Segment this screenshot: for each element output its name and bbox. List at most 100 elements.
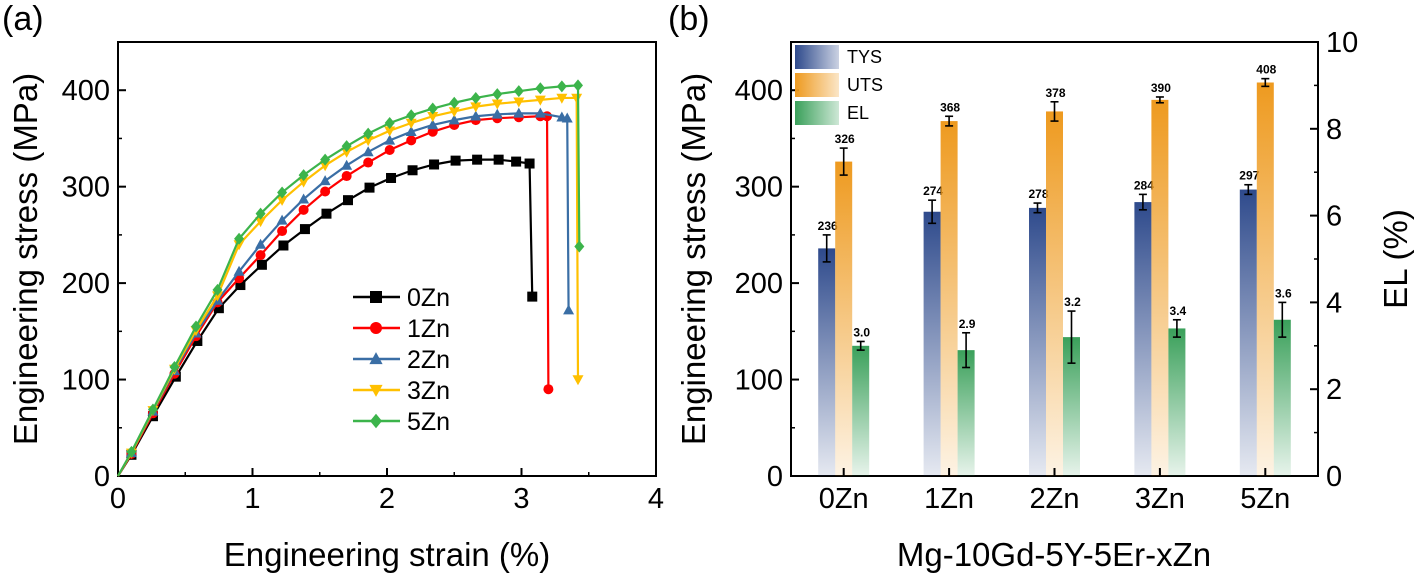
panel-a-plot-frame (117, 41, 657, 477)
panel-a-y-axis-title: Engineering stress (MPa) (7, 73, 44, 445)
data-label-UTS-5Zn: 408 (1256, 63, 1276, 77)
bar-TYS-0Zn (818, 248, 836, 476)
data-point-1Zn (363, 157, 374, 168)
data-label-UTS-0Zn: 326 (835, 132, 855, 146)
panel-b-y-axis-title: Engineering stress (MPa) (675, 73, 712, 445)
bar-TYS-3Zn (1134, 202, 1152, 476)
panel-b-x-axis-title: Mg-10Gd-5Y-5Er-xZn (897, 536, 1211, 573)
data-point-5Zn (492, 88, 503, 101)
data-label-TYS-1Zn: 274 (923, 184, 943, 198)
data-point-0Zn (321, 208, 332, 219)
data-point-5Zn (126, 445, 137, 458)
legend-marker-2Zn (369, 352, 383, 365)
data-point-5Zn (212, 283, 223, 296)
series-2Zn (117, 107, 575, 477)
data-point-5Zn (406, 109, 417, 122)
data-point-1Zn (427, 126, 438, 137)
data-point-2Zn (513, 107, 525, 118)
legend-label-0Zn: 0Zn (407, 284, 450, 312)
data-point-2Zn (362, 146, 374, 157)
panel-b-x-tick-label: 1Zn (924, 483, 974, 515)
panel-a-y-tick-label: 300 (62, 172, 110, 204)
data-point-5Zn (277, 186, 288, 199)
data-point-3Zn (491, 99, 503, 110)
legend-swatch-UTS (795, 73, 839, 97)
data-point-0Zn (450, 155, 461, 166)
data-point-0Zn (493, 154, 504, 165)
data-point-0Zn (511, 156, 522, 167)
legend-label-1Zn: 1Zn (407, 315, 450, 343)
data-point-5Zn (298, 169, 309, 182)
panel-b-y-tick-label: 400 (735, 75, 783, 107)
data-label-TYS-5Zn: 297 (1239, 169, 1259, 183)
panel-b-y2-tick-label: 8 (1326, 114, 1342, 146)
legend-marker-0Zn (370, 291, 382, 303)
panel-b-y2-tick-label: 2 (1326, 374, 1342, 406)
data-point-5Zn (427, 102, 438, 115)
legend-item-UTS: UTS (795, 73, 883, 97)
series-line-0Zn (117, 158, 534, 477)
data-point-2Zn (491, 108, 503, 119)
panel-b-x-tick-label: 3Zn (1135, 483, 1185, 515)
panel-b-y2-tick-label: 0 (1326, 461, 1342, 493)
panel-a-y-tick-label: 400 (62, 75, 110, 107)
data-label-UTS-2Zn: 378 (1045, 86, 1065, 100)
data-point-3Zn (534, 95, 546, 106)
panel-b-y-tick-label: 0 (767, 461, 783, 493)
panel-b-y2-axis-title: EL (%) (1377, 209, 1414, 309)
data-point-3Zn (341, 147, 353, 158)
panel-a-x-tick-label: 3 (513, 483, 529, 515)
data-point-3Zn (513, 97, 525, 108)
legend-item-TYS: TYS (795, 45, 882, 69)
legend-marker-5Zn (370, 413, 382, 429)
legend-label-5Zn: 5Zn (407, 408, 450, 436)
data-point-2Zn (534, 107, 546, 118)
panel-a-x-tick-label: 1 (244, 483, 260, 515)
data-point-0Zn (192, 335, 203, 346)
bar-EL-1Zn (957, 350, 975, 476)
panel-a-series (117, 79, 585, 477)
data-point-2Zn (563, 304, 575, 315)
data-point-3Zn (319, 161, 331, 172)
data-point-3Zn (276, 195, 288, 206)
panel-a-y-tick-label: 0 (94, 461, 110, 493)
data-point-3Zn (405, 118, 417, 129)
series-0Zn (117, 154, 538, 477)
panel-b-x-tick-label: 2Zn (1030, 483, 1080, 515)
series-line-1Zn (117, 115, 550, 477)
data-point-3Zn (571, 93, 583, 104)
data-point-0Zn (429, 159, 440, 170)
data-point-5Zn (535, 82, 546, 95)
bar-EL-2Zn (1063, 337, 1080, 476)
data-point-3Zn (572, 375, 584, 386)
legend-item-1Zn: 1Zn (353, 315, 450, 343)
data-point-5Zn (341, 140, 352, 153)
bar-UTS-2Zn (1046, 111, 1063, 476)
data-point-2Zn (427, 119, 439, 130)
data-point-2Zn (384, 134, 396, 145)
panel-a-x-tick-label: 0 (110, 483, 126, 515)
data-point-5Zn (572, 79, 583, 92)
panel-b-x-tick-label: 0Zn (819, 483, 869, 515)
legend-item-2Zn: 2Zn (353, 346, 450, 374)
series-5Zn (117, 79, 585, 477)
data-label-EL-0Zn: 3.0 (853, 325, 870, 339)
data-point-2Zn (233, 265, 245, 276)
data-point-0Zn (213, 303, 224, 314)
data-point-0Zn (407, 165, 418, 176)
data-point-1Zn (320, 186, 331, 197)
data-point-3Zn (255, 217, 267, 228)
data-point-0Zn (524, 158, 535, 169)
data-point-5Zn (255, 207, 266, 220)
bar-EL-5Zn (1273, 319, 1291, 476)
legend-item-5Zn: 5Zn (353, 408, 450, 436)
data-point-3Zn (298, 177, 310, 188)
data-label-TYS-0Zn: 236 (818, 219, 838, 233)
legend-marker-3Zn (369, 384, 383, 397)
panel-b-y2-tick-label: 6 (1326, 201, 1342, 233)
data-point-0Zn (364, 182, 375, 193)
bar-UTS-5Zn (1256, 82, 1274, 477)
panel-a-x-tick-label: 2 (379, 483, 395, 515)
bar-EL-3Zn (1168, 328, 1186, 476)
